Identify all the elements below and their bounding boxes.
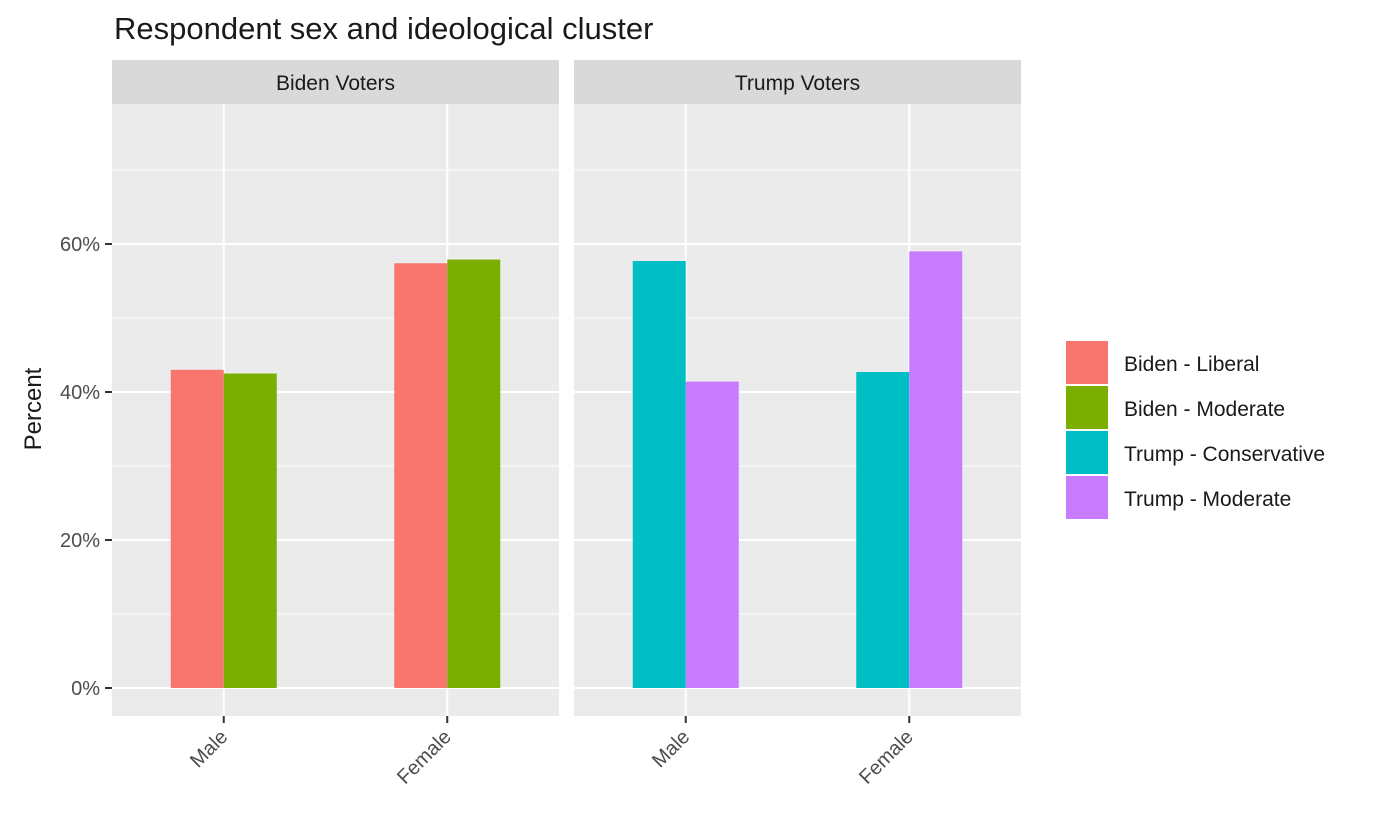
legend-key [1066, 476, 1108, 519]
facet-strip [574, 60, 1021, 104]
legend-label: Biden - Liberal [1124, 353, 1259, 376]
bar-trump-conservative-male [632, 261, 686, 688]
facet-strip-label: Trump Voters [735, 72, 860, 95]
legend-label: Biden - Moderate [1124, 398, 1285, 421]
facet-strip [112, 60, 559, 104]
legend-label: Trump - Conservative [1124, 443, 1325, 466]
x-tick-label: Female [393, 726, 456, 789]
x-tick-label: Male [648, 726, 694, 772]
bar-biden-liberal-female [394, 263, 448, 688]
bar-trump-moderate-male [685, 381, 739, 688]
bar-trump-moderate-female [909, 251, 963, 688]
y-axis: 0% 20% 40% 60% [60, 234, 112, 700]
legend-key [1066, 341, 1108, 384]
bar-biden-liberal-male [170, 369, 224, 688]
y-tick-label: 20% [60, 530, 100, 552]
legend-label: Trump - Moderate [1124, 488, 1291, 511]
legend-key [1066, 431, 1108, 474]
facet-strip-label: Biden Voters [276, 72, 395, 95]
y-tick-label: 40% [60, 382, 100, 404]
chart-title: Respondent sex and ideological cluster [114, 11, 653, 46]
legend: Biden - Liberal Biden - Moderate Trump - C… [1066, 341, 1325, 519]
legend-key [1066, 386, 1108, 429]
x-tick-label: Male [186, 726, 232, 772]
bar-trump-conservative-female [856, 372, 910, 688]
x-tick-label: Female [855, 726, 918, 789]
y-tick-label: 0% [71, 678, 100, 700]
y-axis-title: Percent [20, 367, 47, 450]
y-tick-label: 60% [60, 234, 100, 256]
facet-panels: Biden Voters Male Female Trump Voters Male Fe… [112, 60, 1021, 789]
facet-panel-1: Biden Voters Male Female [112, 60, 559, 789]
bar-biden-moderate-male [223, 373, 277, 688]
bar-biden-moderate-female [447, 259, 501, 688]
facet-panel-2: Trump Voters Male Female [574, 60, 1021, 789]
